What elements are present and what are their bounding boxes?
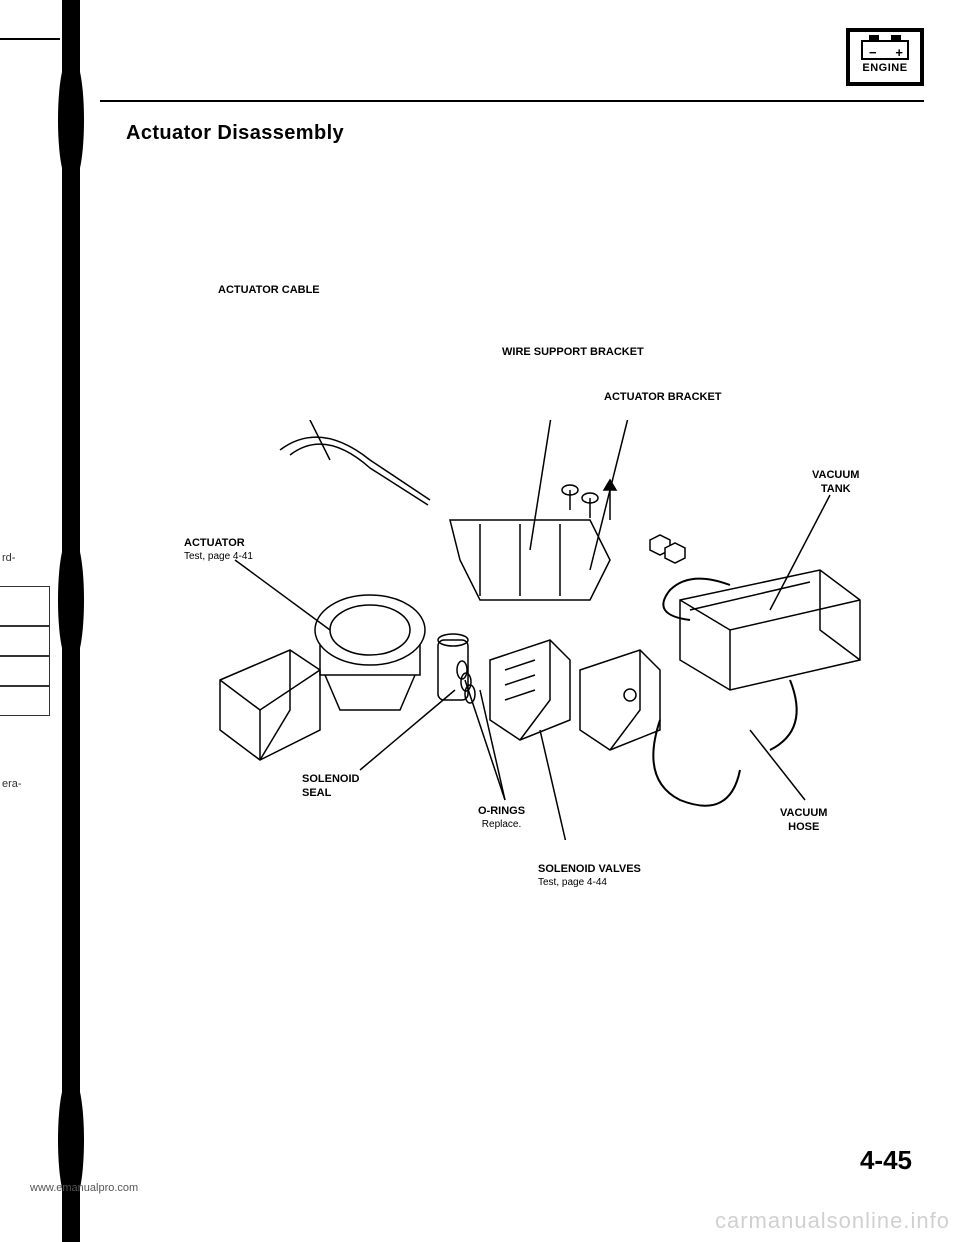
top-line-short [0,38,60,40]
left-tab-2 [0,626,50,656]
plus-icon: + [895,45,903,60]
part-bracket-plate [450,520,610,600]
engine-text: ENGINE [862,62,907,74]
footer-url: www.emanualpro.com [30,1182,138,1194]
leader-oring-1 [465,680,505,800]
leader-actuator [235,560,330,630]
leader-actuator-cable [250,420,330,460]
part-actuator [220,595,425,760]
left-tab-4 [0,686,50,716]
exploded-diagram [170,420,890,840]
leader-vacuum-tank [770,495,830,610]
top-rule [100,100,924,102]
minus-icon: − [869,45,877,60]
leader-solenoid-seal [360,690,455,770]
part-solenoid-valves [490,640,660,750]
page: rd- era- − + ENGINE Actuator Disassembly… [0,0,960,1242]
spine-clip-top [58,60,84,180]
label-solenoid-valves-sub: Test, page 4-44 [538,876,641,889]
left-tab-1 [0,586,50,626]
part-cable [280,437,430,500]
left-tab-text-era: era- [2,778,22,790]
page-number: 4-45 [860,1145,912,1176]
engine-badge: − + ENGINE [846,28,924,86]
leader-wire-bracket [530,420,560,550]
label-actuator-cable: ACTUATOR CABLE [218,283,320,297]
label-wire-support-bracket: WIRE SUPPORT BRACKET [502,345,644,359]
label-actuator-bracket: ACTUATOR BRACKET [604,390,722,404]
section-title: Actuator Disassembly [126,122,344,145]
leader-vacuum-hose [750,730,805,800]
label-solenoid-valves-title: SOLENOID VALVES [538,863,641,875]
watermark: carmanualsonline.info [715,1208,950,1234]
leader-oring-2 [480,690,505,800]
spine-clip-mid [58,540,84,660]
left-tab-3 [0,656,50,686]
part-vacuum-hose [653,579,796,806]
label-solenoid-valves: SOLENOID VALVES Test, page 4-44 [538,862,641,889]
part-vacuum-tank [680,570,860,690]
leader-solenoid-valves [540,730,570,840]
left-tab-text-rd: rd- [2,552,15,564]
battery-icon: − + [861,40,909,60]
